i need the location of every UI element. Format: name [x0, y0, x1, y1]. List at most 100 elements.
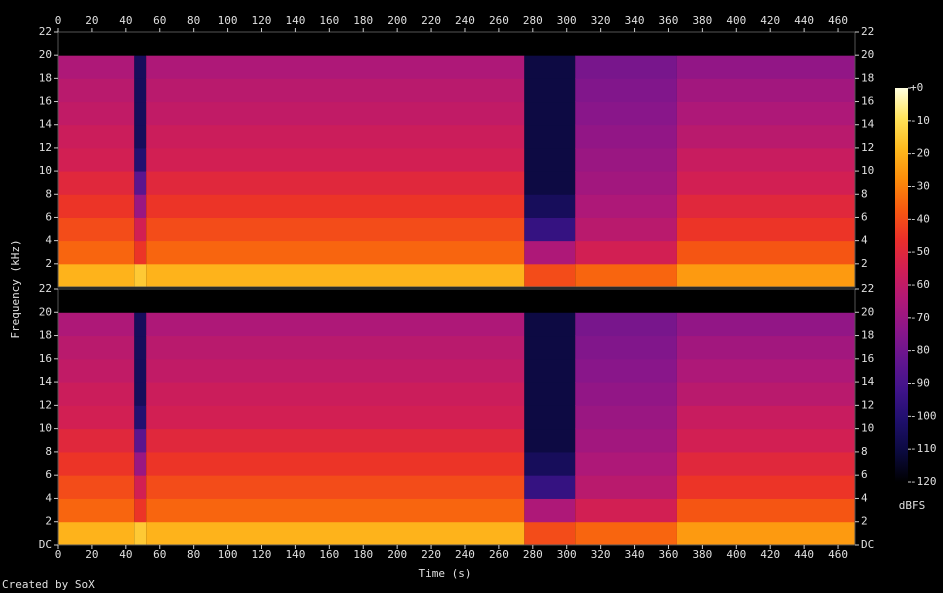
x-tick-label-top: 120: [252, 14, 272, 27]
spectrogram-cell: [575, 428, 677, 453]
spectrogram-cell: [524, 78, 576, 103]
y-tick-label-right: 2: [861, 257, 868, 270]
spectrogram-cell: [575, 382, 677, 406]
spectrogram-cell: [58, 312, 135, 337]
y-tick-label-right: 22: [861, 25, 874, 38]
spectrogram-cell: [58, 101, 135, 126]
spectrogram-cell: [134, 217, 147, 242]
spectrogram-cell: [146, 358, 525, 383]
spectrogram-cell: [575, 217, 677, 242]
colorbar-tick-label: -80: [910, 344, 930, 357]
y-tick-label: 18: [39, 71, 52, 84]
spectrogram-cell: [524, 498, 576, 523]
x-tick-label-top: 220: [421, 14, 441, 27]
x-tick-label-top: 20: [85, 14, 98, 27]
colorbar-label: dBFS: [899, 499, 926, 512]
plot-frame: [57, 31, 856, 288]
spectrogram-cell: [134, 358, 147, 383]
x-tick-label: 200: [387, 548, 407, 561]
spectrogram-cell: [58, 171, 135, 195]
spectrogram-cell: [575, 498, 677, 523]
spectrogram-cell: [676, 428, 855, 453]
spectrogram-cell: [134, 405, 147, 430]
x-tick-label: 20: [85, 548, 98, 561]
x-tick-label-top: 340: [625, 14, 645, 27]
spectrogram-cell: [676, 55, 855, 79]
spectrogram-cell: [146, 263, 525, 288]
spectrogram-cell: [58, 217, 135, 242]
x-tick-label: 420: [760, 548, 780, 561]
spectrogram-cell: [58, 428, 135, 453]
spectrogram-cell: [524, 240, 576, 265]
spectrogram-cell: [676, 101, 855, 126]
y-tick-label: 10: [39, 422, 52, 435]
colorbar: [895, 88, 908, 482]
x-tick-label: 360: [659, 548, 679, 561]
spectrogram-cell: [575, 78, 677, 103]
y-tick-label-right: 22: [861, 282, 874, 295]
spectrogram-cell: [146, 101, 525, 126]
spectrogram-cell: [134, 78, 147, 103]
y-tick-label: 12: [39, 398, 52, 411]
spectrogram-cell: [58, 405, 135, 430]
spectrogram-cell: [676, 358, 855, 383]
spectrogram-cell: [58, 124, 135, 149]
colorbar-tick-label: -70: [910, 311, 930, 324]
spectrogram-cell: [524, 521, 576, 546]
colorbar-tick-label: -110: [910, 442, 937, 455]
y-tick-label: 8: [45, 445, 52, 458]
colorbar-tick-label: -20: [910, 147, 930, 160]
spectrogram-cell: [58, 194, 135, 218]
x-tick-label: 100: [218, 548, 238, 561]
spectrogram-cell: [676, 475, 855, 499]
spectrogram-cell: [58, 358, 135, 383]
spectrogram-cell: [58, 289, 135, 313]
spectrogram-cell: [524, 312, 576, 337]
x-tick-label-top: 260: [489, 14, 509, 27]
spectrogram-cell: [146, 428, 525, 453]
spectrogram-cell: [575, 124, 677, 149]
spectrogram-cell: [676, 312, 855, 337]
spectrogram-cell: [524, 171, 576, 195]
y-tick-label-right: 18: [861, 71, 874, 84]
y-tick-label-right: 6: [861, 468, 868, 481]
x-tick-label-top: 180: [353, 14, 373, 27]
x-tick-label-top: 300: [557, 14, 577, 27]
y-tick-label: 16: [39, 352, 52, 365]
spectrogram-cell: [134, 382, 147, 406]
spectrogram-cell: [676, 335, 855, 360]
y-tick-label-right: 12: [861, 141, 874, 154]
spectrogram-cell: [134, 147, 147, 172]
spectrogram-cell: [146, 335, 525, 360]
y-tick-label-right: 8: [861, 445, 868, 458]
x-tick-label-top: 100: [218, 14, 238, 27]
spectrogram-cell: [58, 32, 135, 56]
spectrogram-cell: [524, 358, 576, 383]
x-tick-label: 120: [252, 548, 272, 561]
spectrogram-cell: [134, 101, 147, 126]
spectrogram-cell: [146, 171, 525, 195]
spectrogram-cell: [58, 521, 135, 546]
x-tick-label-top: 360: [659, 14, 679, 27]
spectrogram-cell: [676, 171, 855, 195]
spectrogram-cell: [134, 55, 147, 79]
y-tick-label: 20: [39, 305, 52, 318]
spectrogram-cell: [146, 147, 525, 172]
spectrogram-cell: [134, 451, 147, 476]
x-tick-label: 160: [319, 548, 339, 561]
spectrogram-cell: [146, 405, 525, 430]
y-tick-label-right: 16: [861, 352, 874, 365]
x-tick-label-top: 160: [319, 14, 339, 27]
spectrogram-cell: [575, 358, 677, 383]
spectrogram-cell: [524, 101, 576, 126]
x-tick-label-top: 0: [55, 14, 62, 27]
spectrogram-cell: [676, 263, 855, 288]
spectrogram-cell: [575, 32, 677, 56]
x-tick-label-top: 240: [455, 14, 475, 27]
x-tick-label: 40: [119, 548, 132, 561]
y-tick-label-right: 4: [861, 491, 868, 504]
x-tick-label-top: 280: [523, 14, 543, 27]
spectrogram-cell: [146, 451, 525, 476]
spectrogram-cell: [58, 475, 135, 499]
